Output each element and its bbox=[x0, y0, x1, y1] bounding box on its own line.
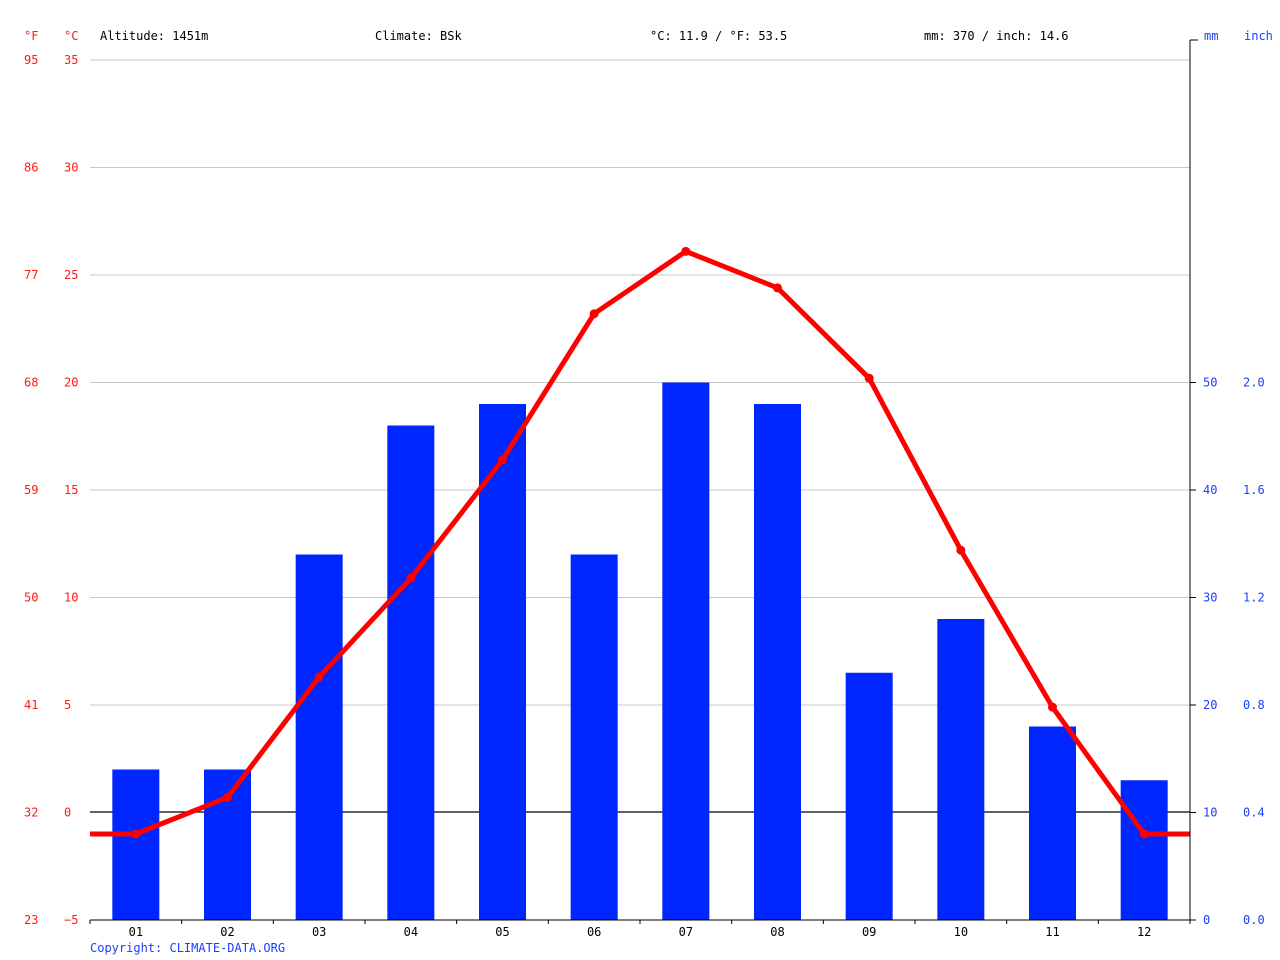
x-tick-label: 05 bbox=[495, 925, 509, 939]
fahrenheit-unit-label: °F bbox=[24, 29, 38, 43]
x-tick-label: 07 bbox=[679, 925, 693, 939]
temperature-point bbox=[131, 829, 141, 839]
gridlines bbox=[90, 59, 1190, 706]
y-right-mm-tick-label: 10 bbox=[1203, 806, 1217, 820]
x-tick-label: 08 bbox=[770, 925, 784, 939]
altitude-label: Altitude: 1451m bbox=[100, 29, 208, 43]
climate-label: Climate: BSk bbox=[375, 29, 462, 43]
temperature-line-path bbox=[90, 248, 1190, 837]
precipitation-bar bbox=[387, 425, 435, 920]
y-left-c-tick-label: 15 bbox=[64, 483, 78, 497]
y-right-inch-tick-label: 1.6 bbox=[1243, 483, 1265, 497]
x-tick-label: 11 bbox=[1045, 925, 1059, 939]
y-axis-right: 50 2.0 40 1.6 30 1.2 20 0.8 10 0.4 0 0.0 bbox=[1190, 376, 1265, 927]
average-temperature-label: °C: 11.9 / °F: 53.5 bbox=[650, 29, 787, 43]
inch-unit-label: inch bbox=[1244, 29, 1273, 43]
x-tick-label: 04 bbox=[404, 925, 418, 939]
temperature-point bbox=[1139, 829, 1149, 839]
y-right-mm-tick-label: 50 bbox=[1203, 376, 1217, 390]
y-left-c-tick-label: 0 bbox=[64, 806, 71, 820]
y-left-f-tick-label: 50 bbox=[24, 591, 38, 605]
y-left-f-tick-label: 77 bbox=[24, 268, 38, 282]
temperature-point bbox=[681, 246, 691, 256]
precipitation-bars bbox=[112, 382, 1168, 920]
temperature-point bbox=[864, 373, 874, 383]
x-tick-label: 06 bbox=[587, 925, 601, 939]
y-left-c-tick-label: 30 bbox=[64, 161, 78, 175]
y-left-c-tick-label: 25 bbox=[64, 268, 78, 282]
precipitation-bar bbox=[112, 769, 160, 920]
y-left-c-tick-label: 35 bbox=[64, 53, 78, 67]
y-right-mm-tick-label: 0 bbox=[1203, 913, 1210, 927]
precipitation-bar bbox=[754, 404, 801, 920]
precipitation-total-label: mm: 370 / inch: 14.6 bbox=[924, 29, 1069, 43]
temperature-point bbox=[773, 283, 782, 293]
precipitation-bar bbox=[1029, 726, 1076, 920]
precipitation-bar bbox=[479, 404, 526, 920]
precipitation-bar bbox=[204, 769, 251, 920]
y-right-mm-tick-label: 20 bbox=[1203, 698, 1217, 712]
temperature-point bbox=[498, 455, 507, 465]
y-left-f-tick-label: 59 bbox=[24, 483, 38, 497]
copyright-link[interactable]: Copyright: CLIMATE-DATA.ORG bbox=[90, 941, 285, 955]
y-left-c-tick-label: 10 bbox=[64, 591, 78, 605]
y-right-mm-tick-label: 40 bbox=[1203, 483, 1217, 497]
temperature-point bbox=[406, 573, 416, 583]
x-tick-label: 02 bbox=[220, 925, 234, 939]
y-right-mm-tick-label: 30 bbox=[1203, 591, 1217, 605]
y-right-inch-tick-label: 0.8 bbox=[1243, 698, 1265, 712]
x-tick-label: 03 bbox=[312, 925, 326, 939]
temperature-point bbox=[589, 309, 599, 319]
celsius-unit-label: °C bbox=[64, 29, 78, 43]
y-left-f-tick-label: 95 bbox=[24, 53, 38, 67]
precipitation-bar bbox=[845, 672, 893, 920]
y-axis-left: 95 35 86 30 77 25 68 20 59 15 50 10 41 5 32 0 23 −5 bbox=[24, 53, 78, 927]
y-right-inch-tick-label: 1.2 bbox=[1243, 591, 1265, 605]
precipitation-bar bbox=[937, 619, 985, 920]
temperature-point bbox=[223, 792, 232, 802]
y-left-f-tick-label: 32 bbox=[24, 806, 38, 820]
temperature-point bbox=[1048, 702, 1057, 712]
y-left-f-tick-label: 23 bbox=[24, 913, 38, 927]
precipitation-bar bbox=[662, 382, 710, 920]
temperature-line bbox=[90, 246, 1190, 839]
precipitation-bar bbox=[570, 554, 618, 920]
y-right-inch-tick-label: 2.0 bbox=[1243, 376, 1265, 390]
x-tick-label: 12 bbox=[1137, 925, 1151, 939]
mm-unit-label: mm bbox=[1204, 29, 1218, 43]
y-right-inch-tick-label: 0.0 bbox=[1243, 913, 1265, 927]
temperature-point bbox=[314, 672, 324, 682]
x-tick-label: 01 bbox=[129, 925, 143, 939]
y-left-f-tick-label: 41 bbox=[24, 698, 38, 712]
precipitation-bar bbox=[1120, 780, 1168, 920]
y-left-c-tick-label: −5 bbox=[64, 913, 78, 927]
y-right-inch-tick-label: 0.4 bbox=[1243, 806, 1265, 820]
x-axis-ticks: 01 02 03 04 05 06 07 08 09 10 11 12 bbox=[89, 920, 1191, 939]
y-left-c-tick-label: 5 bbox=[64, 698, 71, 712]
precipitation-bar bbox=[295, 554, 343, 920]
y-left-f-tick-label: 86 bbox=[24, 161, 38, 175]
x-tick-label: 10 bbox=[954, 925, 968, 939]
y-left-c-tick-label: 20 bbox=[64, 376, 78, 390]
y-left-f-tick-label: 68 bbox=[24, 376, 38, 390]
temperature-point bbox=[956, 545, 966, 555]
x-tick-label: 09 bbox=[862, 925, 876, 939]
